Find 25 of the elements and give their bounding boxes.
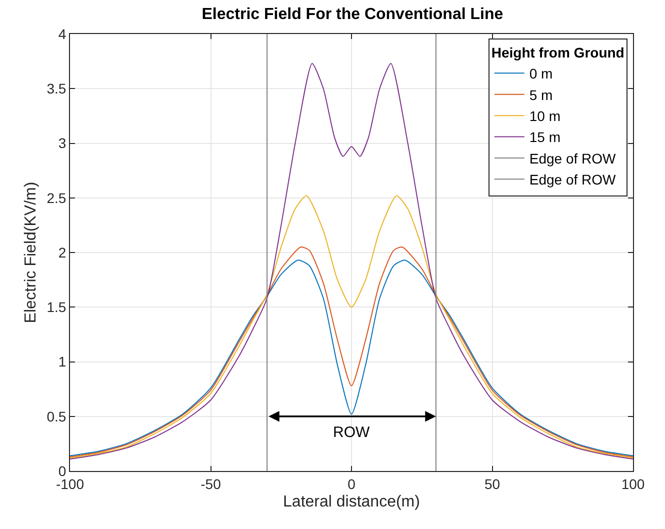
legend-label: Edge of ROW [529, 150, 617, 166]
y-tick-label: 2.5 [46, 190, 66, 206]
y-tick-label: 0.5 [46, 408, 66, 424]
legend-label: 15 m [529, 129, 560, 146]
y-tick-label: 1.5 [46, 299, 66, 316]
x-tick-label: 100 [621, 476, 645, 492]
legend-label: 5 m [529, 86, 553, 103]
y-axis-title: Electric Field(KV/m) [22, 182, 40, 324]
x-tick-label: 0 [348, 476, 356, 492]
legend-label: Edge of ROW [529, 172, 617, 188]
x-tick-label: -50 [200, 476, 222, 492]
y-tick-label: 3 [58, 135, 66, 152]
legend-label: 0 m [529, 66, 553, 82]
chart-title: Electric Field For the Conventional Line [202, 6, 504, 24]
y-tick-label: 1 [58, 354, 66, 370]
y-tick-label: 4 [58, 26, 66, 42]
line-series [70, 195, 633, 458]
x-tick-label: 50 [484, 476, 500, 492]
y-tick-label: 2 [58, 244, 66, 260]
line-series [70, 63, 633, 460]
legend-title: Height from Ground [491, 44, 624, 61]
y-tick-label: 3.5 [46, 80, 66, 97]
x-axis-title: Lateral distance(m) [283, 494, 420, 510]
annotation: ROW [333, 424, 370, 441]
legend-label: 10 m [529, 108, 560, 124]
